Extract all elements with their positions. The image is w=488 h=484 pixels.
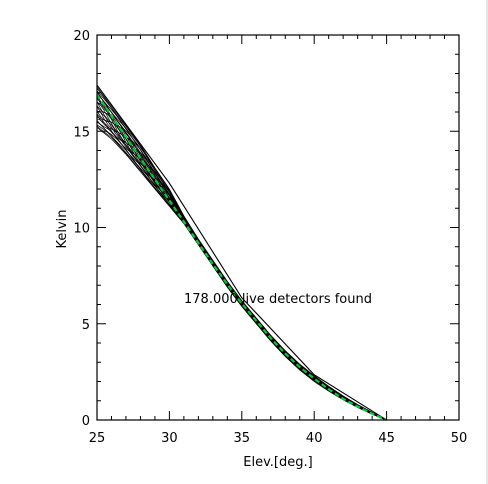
x-tick-label: 35 [234, 431, 251, 446]
plot-frame [97, 35, 459, 420]
x-tick-label: 50 [451, 431, 468, 446]
detector-outer-curve [97, 85, 387, 420]
detector-curve [97, 92, 387, 420]
x-tick-label: 45 [378, 431, 395, 446]
x-tick-label: 25 [89, 431, 106, 446]
x-tick-label: 40 [306, 431, 323, 446]
y-tick-label: 5 [82, 318, 90, 333]
detector-band-group [97, 85, 387, 420]
axis-ticks [97, 35, 459, 420]
y-tick-label: 20 [73, 29, 90, 44]
y-axis-label: Kelvin [55, 209, 70, 248]
detector-curve [97, 126, 387, 420]
x-tick-label: 30 [161, 431, 178, 446]
detector-curve [97, 88, 387, 420]
y-tick-label: 0 [82, 414, 90, 429]
detector-curve [97, 91, 387, 420]
y-tick-labels: 0 5 10 15 20 [73, 29, 90, 429]
detector-curve [97, 92, 387, 420]
detectors-found-annotation: 178.000 live detectors found [184, 292, 372, 307]
x-tick-labels: 25 30 35 40 45 50 [89, 431, 468, 446]
detector-curve [97, 87, 387, 420]
y-tick-label: 10 [73, 222, 90, 237]
detector-curve [97, 127, 387, 420]
y-tick-label: 15 [73, 125, 90, 140]
x-axis-label: Elev.[deg.] [243, 455, 312, 470]
